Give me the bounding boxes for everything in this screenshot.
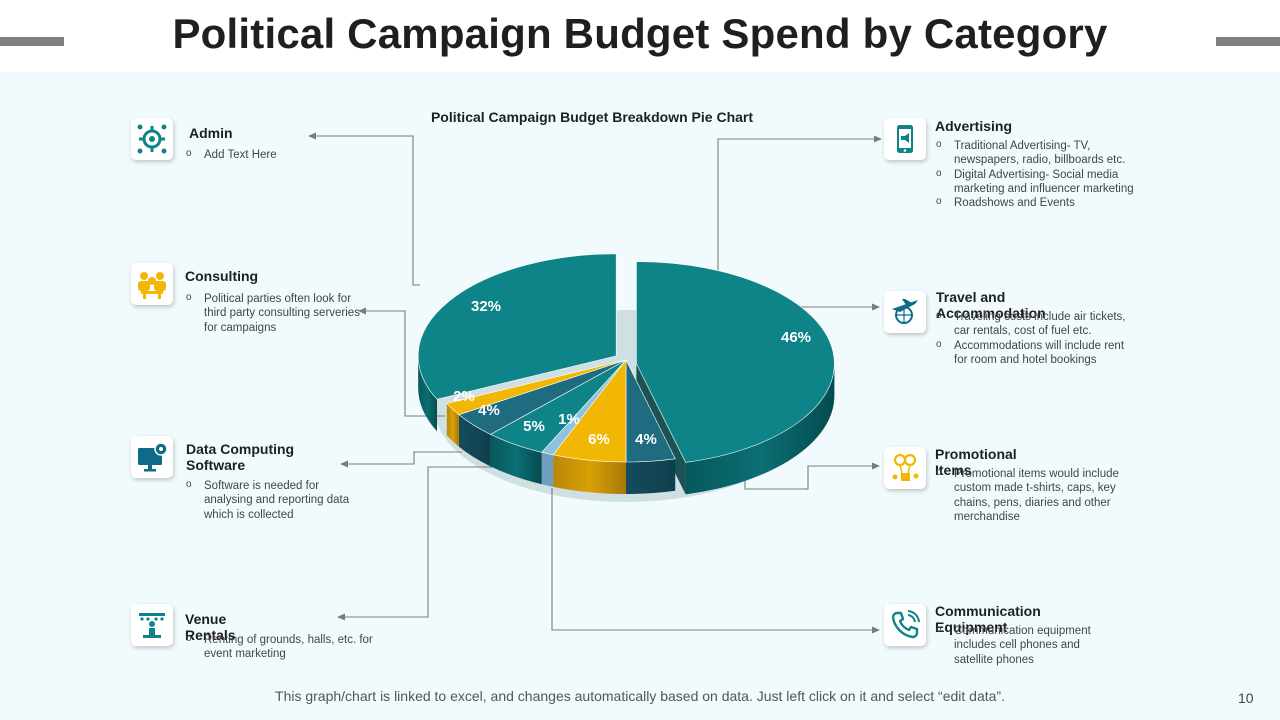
admin-bullets: Add Text Here [185, 147, 385, 162]
advertising-bullets: Traditional Advertising- TV, newspapers,… [935, 138, 1155, 210]
pie-slice-advertising[interactable] [636, 261, 835, 463]
title-band [0, 0, 1280, 72]
pie-slice-side [490, 434, 542, 485]
computer-gear-icon [131, 436, 173, 478]
consulting-label: Consulting [185, 268, 259, 284]
pie-slice-side [541, 452, 554, 487]
decorative-bar-right [1216, 37, 1280, 46]
leader-line [343, 466, 492, 618]
consulting-bullet: Political parties often look for third p… [185, 291, 370, 335]
pie-value-label: 6% [588, 431, 610, 448]
page-number: 10 [1238, 690, 1254, 706]
consulting-people-icon [131, 263, 173, 305]
leader-line [314, 135, 420, 286]
leader-arrowhead [872, 462, 880, 470]
pie-slice-admin[interactable] [417, 253, 617, 400]
leader-line [551, 488, 874, 631]
leader-arrowhead [874, 135, 882, 143]
chart-title: Political Campaign Budget Breakdown Pie … [430, 109, 754, 125]
pie-slice-side [626, 458, 676, 494]
pie-slice-side [418, 355, 438, 432]
travel-bullet: Accommodations will include rent for roo… [935, 338, 1135, 368]
pie-value-label: 4% [635, 431, 657, 448]
advertising-label: Advertising [935, 118, 1013, 134]
communication-equipment-bullets: Communication equipment includes cell ph… [935, 623, 1115, 667]
data-computing-bullets: Software is needed for analysing and rep… [185, 478, 360, 522]
phone-megaphone-icon [884, 118, 926, 160]
leader-line [364, 310, 445, 417]
admin-label: Admin [189, 125, 233, 141]
data-computing-label: Data Computing Software [186, 441, 295, 473]
travel-bullet: Traveling costs include air tickets, car… [935, 309, 1135, 339]
pie-slice-side [446, 403, 459, 447]
leader-arrowhead [872, 626, 880, 634]
leader-line [717, 138, 876, 270]
consulting-bullets: Political parties often look for third p… [185, 291, 370, 335]
advertising-bullet: Digital Advertising- Social media market… [935, 167, 1155, 197]
phone-handset-icon [884, 604, 926, 646]
pie-value-label: 1% [558, 411, 580, 428]
venue-rentals-bullet: Renting of grounds, halls, etc. for even… [185, 632, 390, 662]
promotional-items-bullet: Promotional items would include custom m… [935, 466, 1130, 524]
leader-arrowhead [340, 460, 348, 468]
leader-arrowhead [337, 613, 345, 621]
pie-slice-side [553, 454, 626, 494]
data-computing-bullet: Software is needed for analysing and rep… [185, 478, 360, 522]
pie-value-label: 4% [478, 402, 500, 419]
balloons-gift-icon [884, 447, 926, 489]
advertising-bullet: Roadshows and Events [935, 195, 1155, 210]
pie-value-label: 5% [523, 418, 545, 435]
plane-globe-icon [884, 291, 926, 333]
podium-icon [131, 604, 173, 646]
communication-equipment-bullet: Communication equipment includes cell ph… [935, 623, 1115, 667]
advertising-bullet: Traditional Advertising- TV, newspapers,… [935, 138, 1155, 168]
admin-gear-icon [131, 118, 173, 160]
pie-slice-consulting[interactable] [446, 359, 627, 415]
leader-arrowhead [308, 132, 316, 140]
travel-bullets: Traveling costs include air tickets, car… [935, 309, 1135, 368]
leader-arrowhead [872, 303, 880, 311]
pie-value-label: 2% [453, 388, 475, 405]
decorative-bar-left [0, 37, 64, 46]
page-title: Political Campaign Budget Spend by Categ… [172, 10, 1108, 57]
pie-slice-side [685, 363, 835, 495]
admin-bullet: Add Text Here [185, 147, 385, 162]
footer-note: This graph/chart is linked to excel, and… [275, 688, 1005, 704]
venue-rentals-bullets: Renting of grounds, halls, etc. for even… [185, 632, 390, 662]
promotional-items-bullets: Promotional items would include custom m… [935, 466, 1130, 524]
pie-value-label: 46% [781, 329, 811, 346]
pie-slice-wall [636, 363, 686, 495]
leader-line [346, 451, 462, 465]
pie-value-label: 32% [471, 298, 501, 315]
pie-slice-side [458, 414, 491, 467]
